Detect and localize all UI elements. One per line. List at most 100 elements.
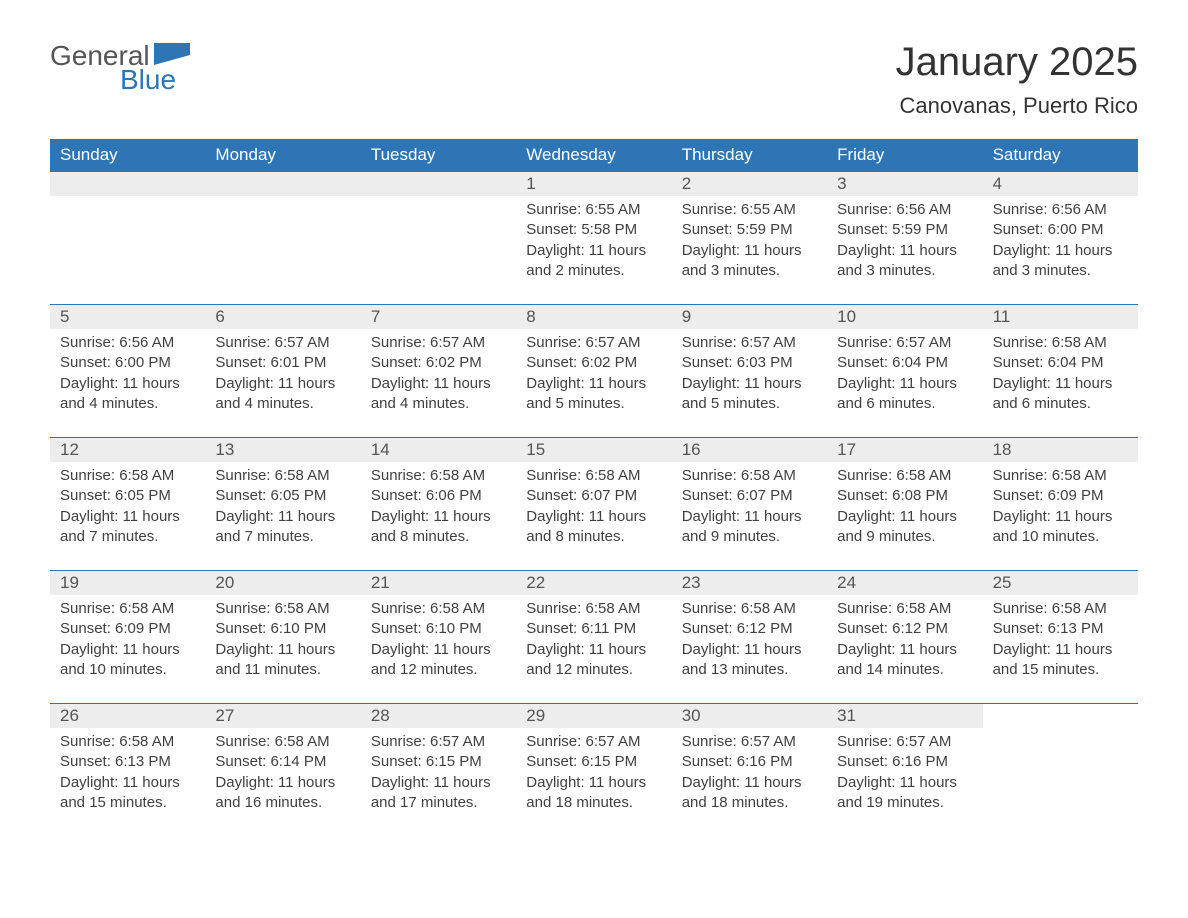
daylight-text: Daylight: 11 hours and 17 minutes. bbox=[371, 773, 506, 814]
daylight-text: Daylight: 11 hours and 4 minutes. bbox=[215, 374, 350, 415]
sunset-text: Sunset: 6:00 PM bbox=[993, 220, 1128, 240]
day-number: 8 bbox=[516, 305, 671, 329]
daylight-text: Daylight: 11 hours and 3 minutes. bbox=[837, 241, 972, 282]
day-number: 29 bbox=[516, 704, 671, 728]
sunrise-text: Sunrise: 6:55 AM bbox=[526, 200, 661, 220]
day-body: Sunrise: 6:57 AMSunset: 6:02 PMDaylight:… bbox=[516, 329, 671, 418]
week-row: 19Sunrise: 6:58 AMSunset: 6:09 PMDayligh… bbox=[50, 570, 1138, 703]
day-body: Sunrise: 6:57 AMSunset: 6:03 PMDaylight:… bbox=[672, 329, 827, 418]
day-number: 25 bbox=[983, 571, 1138, 595]
sunrise-text: Sunrise: 6:57 AM bbox=[837, 333, 972, 353]
day-cell: 17Sunrise: 6:58 AMSunset: 6:08 PMDayligh… bbox=[827, 438, 982, 570]
day-number: 11 bbox=[983, 305, 1138, 329]
day-body: Sunrise: 6:58 AMSunset: 6:06 PMDaylight:… bbox=[361, 462, 516, 551]
day-cell: 6Sunrise: 6:57 AMSunset: 6:01 PMDaylight… bbox=[205, 305, 360, 437]
day-number: 30 bbox=[672, 704, 827, 728]
sunrise-text: Sunrise: 6:57 AM bbox=[215, 333, 350, 353]
sunrise-text: Sunrise: 6:56 AM bbox=[60, 333, 195, 353]
week-row: 26Sunrise: 6:58 AMSunset: 6:13 PMDayligh… bbox=[50, 703, 1138, 836]
day-body: Sunrise: 6:57 AMSunset: 6:01 PMDaylight:… bbox=[205, 329, 360, 418]
sunrise-text: Sunrise: 6:58 AM bbox=[371, 466, 506, 486]
day-number: 4 bbox=[983, 172, 1138, 196]
day-cell: 4Sunrise: 6:56 AMSunset: 6:00 PMDaylight… bbox=[983, 172, 1138, 304]
day-number: 2 bbox=[672, 172, 827, 196]
sunrise-text: Sunrise: 6:58 AM bbox=[993, 466, 1128, 486]
day-cell: 26Sunrise: 6:58 AMSunset: 6:13 PMDayligh… bbox=[50, 704, 205, 836]
day-body: Sunrise: 6:58 AMSunset: 6:12 PMDaylight:… bbox=[672, 595, 827, 684]
day-cell: 25Sunrise: 6:58 AMSunset: 6:13 PMDayligh… bbox=[983, 571, 1138, 703]
sunrise-text: Sunrise: 6:58 AM bbox=[60, 466, 195, 486]
day-number: 27 bbox=[205, 704, 360, 728]
day-cell: 10Sunrise: 6:57 AMSunset: 6:04 PMDayligh… bbox=[827, 305, 982, 437]
sunrise-text: Sunrise: 6:58 AM bbox=[993, 599, 1128, 619]
day-number: 22 bbox=[516, 571, 671, 595]
day-cell: 30Sunrise: 6:57 AMSunset: 6:16 PMDayligh… bbox=[672, 704, 827, 836]
sunrise-text: Sunrise: 6:56 AM bbox=[993, 200, 1128, 220]
sunrise-text: Sunrise: 6:58 AM bbox=[60, 599, 195, 619]
sunset-text: Sunset: 6:09 PM bbox=[993, 486, 1128, 506]
day-cell: 29Sunrise: 6:57 AMSunset: 6:15 PMDayligh… bbox=[516, 704, 671, 836]
day-number: 16 bbox=[672, 438, 827, 462]
daylight-text: Daylight: 11 hours and 16 minutes. bbox=[215, 773, 350, 814]
day-number: 10 bbox=[827, 305, 982, 329]
day-body: Sunrise: 6:57 AMSunset: 6:15 PMDaylight:… bbox=[516, 728, 671, 817]
day-number: 23 bbox=[672, 571, 827, 595]
sunrise-text: Sunrise: 6:58 AM bbox=[526, 599, 661, 619]
day-cell: 12Sunrise: 6:58 AMSunset: 6:05 PMDayligh… bbox=[50, 438, 205, 570]
day-body: Sunrise: 6:58 AMSunset: 6:08 PMDaylight:… bbox=[827, 462, 982, 551]
sunset-text: Sunset: 6:03 PM bbox=[682, 353, 817, 373]
sunrise-text: Sunrise: 6:58 AM bbox=[215, 732, 350, 752]
day-body: Sunrise: 6:57 AMSunset: 6:15 PMDaylight:… bbox=[361, 728, 516, 817]
daylight-text: Daylight: 11 hours and 6 minutes. bbox=[837, 374, 972, 415]
daylight-text: Daylight: 11 hours and 14 minutes. bbox=[837, 640, 972, 681]
daylight-text: Daylight: 11 hours and 4 minutes. bbox=[60, 374, 195, 415]
day-body: Sunrise: 6:57 AMSunset: 6:04 PMDaylight:… bbox=[827, 329, 982, 418]
day-cell: 18 Sunrise: 6:58 AMSunset: 6:09 PMDayligh… bbox=[983, 438, 1138, 570]
daylight-text: Daylight: 11 hours and 9 minutes. bbox=[837, 507, 972, 548]
sunset-text: Sunset: 5:59 PM bbox=[837, 220, 972, 240]
sunrise-text: Sunrise: 6:56 AM bbox=[837, 200, 972, 220]
day-body: Sunrise: 6:55 AMSunset: 5:59 PMDaylight:… bbox=[672, 196, 827, 285]
day-body: Sunrise: 6:58 AMSunset: 6:05 PMDaylight:… bbox=[205, 462, 360, 551]
day-number: 26 bbox=[50, 704, 205, 728]
day-cell: 1Sunrise: 6:55 AMSunset: 5:58 PMDaylight… bbox=[516, 172, 671, 304]
daylight-text: Daylight: 11 hours and 19 minutes. bbox=[837, 773, 972, 814]
day-number: 18 bbox=[983, 438, 1138, 462]
day-cell: 16Sunrise: 6:58 AMSunset: 6:07 PMDayligh… bbox=[672, 438, 827, 570]
day-cell: 21Sunrise: 6:58 AMSunset: 6:10 PMDayligh… bbox=[361, 571, 516, 703]
daylight-text: Daylight: 11 hours and 11 minutes. bbox=[215, 640, 350, 681]
week-row: 12Sunrise: 6:58 AMSunset: 6:05 PMDayligh… bbox=[50, 437, 1138, 570]
daylight-text: Daylight: 11 hours and 13 minutes. bbox=[682, 640, 817, 681]
sunset-text: Sunset: 6:12 PM bbox=[837, 619, 972, 639]
daylight-text: Daylight: 11 hours and 18 minutes. bbox=[526, 773, 661, 814]
daylight-text: Daylight: 11 hours and 9 minutes. bbox=[682, 507, 817, 548]
day-cell bbox=[205, 172, 360, 304]
day-number: 19 bbox=[50, 571, 205, 595]
daylight-text: Daylight: 11 hours and 5 minutes. bbox=[682, 374, 817, 415]
day-body: Sunrise: 6:58 AMSunset: 6:10 PMDaylight:… bbox=[361, 595, 516, 684]
day-cell: 14Sunrise: 6:58 AMSunset: 6:06 PMDayligh… bbox=[361, 438, 516, 570]
day-cell: 19Sunrise: 6:58 AMSunset: 6:09 PMDayligh… bbox=[50, 571, 205, 703]
sunrise-text: Sunrise: 6:58 AM bbox=[682, 599, 817, 619]
sunset-text: Sunset: 6:15 PM bbox=[371, 752, 506, 772]
day-cell: 7Sunrise: 6:57 AMSunset: 6:02 PMDaylight… bbox=[361, 305, 516, 437]
daylight-text: Daylight: 11 hours and 2 minutes. bbox=[526, 241, 661, 282]
day-body: Sunrise: 6:58 AMSunset: 6:07 PMDaylight:… bbox=[516, 462, 671, 551]
month-title: January 2025 bbox=[896, 40, 1138, 85]
day-cell: 20Sunrise: 6:58 AMSunset: 6:10 PMDayligh… bbox=[205, 571, 360, 703]
day-number: 20 bbox=[205, 571, 360, 595]
daylight-text: Daylight: 11 hours and 6 minutes. bbox=[993, 374, 1128, 415]
sunset-text: Sunset: 6:10 PM bbox=[371, 619, 506, 639]
day-header: Monday bbox=[205, 139, 360, 171]
daylight-text: Daylight: 11 hours and 10 minutes. bbox=[993, 507, 1128, 548]
daylight-text: Daylight: 11 hours and 7 minutes. bbox=[60, 507, 195, 548]
sunset-text: Sunset: 6:08 PM bbox=[837, 486, 972, 506]
empty-day-number bbox=[361, 172, 516, 196]
day-number: 5 bbox=[50, 305, 205, 329]
day-cell: 27Sunrise: 6:58 AMSunset: 6:14 PMDayligh… bbox=[205, 704, 360, 836]
day-number: 17 bbox=[827, 438, 982, 462]
day-cell: 22Sunrise: 6:58 AMSunset: 6:11 PMDayligh… bbox=[516, 571, 671, 703]
sunrise-text: Sunrise: 6:58 AM bbox=[60, 732, 195, 752]
day-header: Tuesday bbox=[361, 139, 516, 171]
sunrise-text: Sunrise: 6:58 AM bbox=[837, 599, 972, 619]
